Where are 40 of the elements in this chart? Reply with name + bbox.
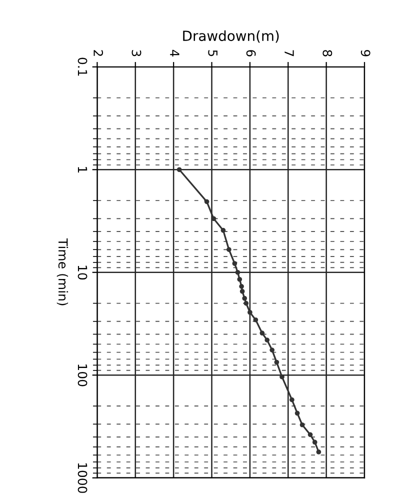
point [237, 276, 242, 282]
point [232, 261, 238, 266]
y-tick-label: 1 [78, 167, 88, 172]
x-tick-label: 9 [360, 50, 370, 56]
point [280, 374, 284, 380]
point [294, 410, 300, 416]
point [211, 216, 216, 222]
point [270, 348, 275, 352]
x-tick-label: 6 [246, 50, 256, 56]
x-tick-label: 5 [208, 50, 218, 56]
point [204, 199, 210, 204]
point [235, 270, 240, 275]
point [308, 432, 313, 438]
x-tick-label: 2 [94, 50, 104, 56]
y-tick-label: 100 [78, 364, 88, 386]
point [239, 284, 244, 289]
x-axis-title: Drawdown(m) [183, 30, 279, 43]
point [260, 330, 265, 336]
point [226, 247, 232, 252]
point [264, 338, 270, 343]
point [312, 440, 318, 445]
y-tick-label: 10 [78, 266, 88, 280]
point [253, 317, 258, 322]
y-tick-label: 1000 [78, 463, 88, 493]
y-tick-label: 0.1 [78, 58, 88, 76]
y-axis-title: Time (min) [56, 238, 68, 306]
point [300, 422, 305, 428]
x-tick-label: 3 [132, 50, 142, 56]
point [240, 288, 245, 294]
point [274, 360, 280, 365]
point [244, 300, 249, 306]
x-tick-label: 4 [170, 50, 180, 56]
point [242, 296, 248, 301]
point [220, 228, 226, 233]
x-tick-label: 7 [284, 50, 294, 56]
point [316, 450, 322, 454]
point [248, 310, 252, 315]
x-tick-label: 8 [322, 50, 332, 56]
point [176, 167, 182, 172]
point [290, 397, 294, 402]
